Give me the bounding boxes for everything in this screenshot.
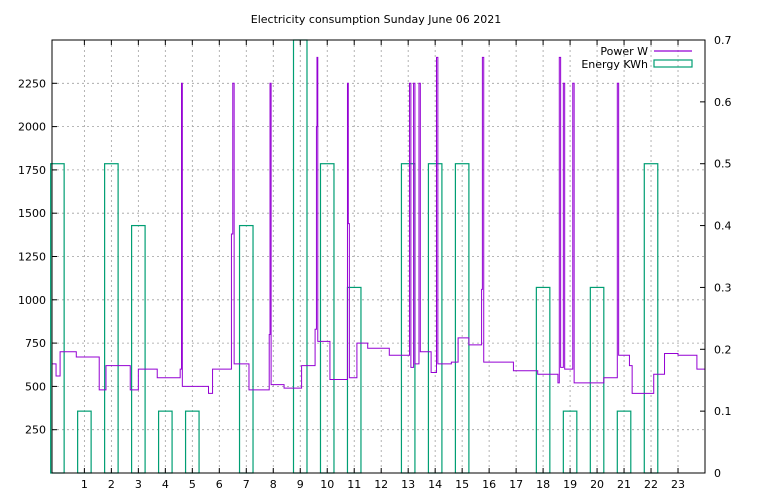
x-tick-label: 4 [162,478,169,491]
y2-tick-label: 0.1 [714,405,732,418]
y2-tick-label: 0.7 [714,34,732,47]
y2-tick-label: 0.3 [714,281,732,294]
power-series [52,56,705,394]
y-tick-label: 250 [25,424,46,437]
x-tick-label: 3 [135,478,142,491]
x-tick-label: 9 [297,478,304,491]
x-tick-label: 12 [374,478,388,491]
x-tick-label: 23 [671,478,685,491]
x-tick-label: 13 [401,478,415,491]
y2-tick-label: 0.6 [714,96,732,109]
chart-title: Electricity consumption Sunday June 06 2… [251,13,501,26]
x-tick-label: 19 [563,478,577,491]
legend-energy-sample [653,59,693,68]
y2-tick-label: 0.5 [714,158,732,171]
x-tick-label: 14 [428,478,442,491]
y-tick-label: 2250 [18,77,46,90]
grid [52,40,705,473]
x-tick-label: 5 [189,478,196,491]
plot-frame [51,39,706,474]
x-tick-label: 20 [590,478,604,491]
x-tick-label: 1 [81,478,88,491]
power-line [52,56,705,394]
y2-tick-label: 0 [714,467,721,480]
x-tick-label: 10 [320,478,334,491]
y-tick-label: 1500 [18,207,46,220]
x-tick-label: 21 [617,478,631,491]
y-tick-label: 750 [25,337,46,350]
y-tick-label: 1250 [18,251,46,264]
x-tick-label: 6 [216,478,223,491]
x-tick-label: 2 [108,478,115,491]
x-tick-label: 8 [270,478,277,491]
x-tick-label: 22 [644,478,658,491]
axes [51,39,706,474]
tick-labels: 1 2 3 4 5 6 7 8 9 10 11 12 13 14 15 16 17 18 19 20 21 22 23250… [18,34,732,491]
x-tick-label: 7 [243,478,250,491]
x-tick-label: 16 [482,478,496,491]
y-tick-label: 1000 [18,294,46,307]
legend-energy-label: Energy KWh [581,58,648,71]
x-tick-label: 18 [536,478,550,491]
x-tick-label: 17 [509,478,523,491]
x-tick-label: 11 [347,478,361,491]
y-tick-label: 2000 [18,121,46,134]
y-tick-label: 500 [25,380,46,393]
legend: Power W Energy KWh [581,45,693,71]
y2-tick-label: 0.2 [714,343,732,356]
x-tick-label: 15 [455,478,469,491]
y-tick-label: 1750 [18,164,46,177]
legend-power-label: Power W [600,45,648,58]
y2-tick-label: 0.4 [714,220,732,233]
